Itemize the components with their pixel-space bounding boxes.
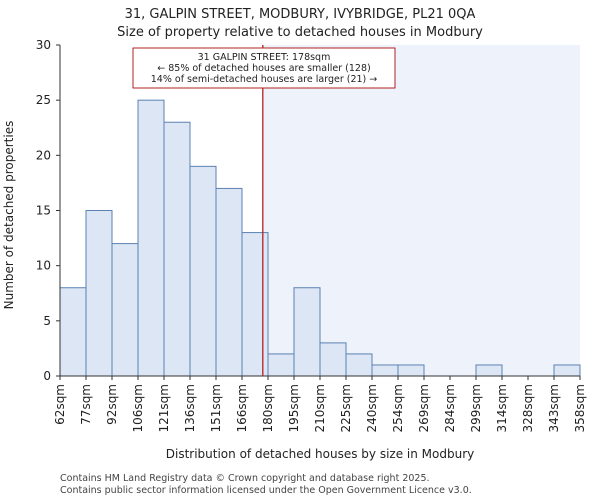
x-tick-label: 328sqm [521,384,535,432]
y-tick-label: 0 [43,369,51,383]
x-tick-label: 284sqm [443,384,457,432]
footer-line-2: Contains public sector information licen… [60,485,472,496]
x-tick-label: 151sqm [209,384,223,432]
bar [371,364,399,377]
x-tick-label: 269sqm [417,384,431,432]
x-tick-label: 180sqm [261,384,275,432]
y-tick-label: 5 [43,314,51,328]
x-tick-label: 254sqm [391,384,405,432]
x-tick-label: 136sqm [183,384,197,432]
x-tick-label: 225sqm [339,384,353,432]
x-tick-label: 77sqm [79,384,93,425]
bar [111,243,139,377]
x-tick-label: 299sqm [469,384,483,432]
x-tick-label: 106sqm [131,384,145,432]
annotation-text: 31 GALPIN STREET: 178sqm [198,52,331,63]
footer-line-1: Contains HM Land Registry data © Crown c… [60,473,430,484]
x-tick-label: 314sqm [495,384,509,432]
plot-area: 0 5 10 15 20 25 30 62sqm 77sqm 92sqm 106sqm 121sqm 1… [36,38,587,432]
bar [475,364,503,377]
y-tick-label: 25 [36,93,51,107]
x-axis-label: Distribution of detached houses by size … [166,447,474,461]
y-tick-label: 15 [36,204,51,218]
annotation-box [132,47,396,89]
annotation-text: ← 85% of detached houses are smaller (12… [157,63,370,74]
x-tick-label: 62sqm [53,384,67,425]
bar [267,353,295,377]
x-tick-label: 358sqm [573,384,587,432]
y-tick-label: 30 [36,38,51,52]
bar [163,121,191,377]
x-tick-label: 121sqm [157,384,171,432]
y-tick-label: 20 [36,148,51,162]
bar [137,99,165,377]
bar [397,364,425,377]
bar [319,342,347,377]
bar [553,364,581,377]
annotation-text: 14% of semi-detached houses are larger (… [151,74,378,85]
bar [189,165,217,377]
bar [293,287,321,377]
chart-subtitle: Size of property relative to detached ho… [117,25,483,40]
bar [215,187,243,377]
y-axis-label: Number of detached properties [2,121,16,310]
chart-title: 31, GALPIN STREET, MODBURY, IVYBRIDGE, P… [125,7,476,22]
x-tick-label: 343sqm [547,384,561,432]
bar [85,210,113,377]
y-tick-label: 10 [36,259,51,273]
x-tick-label: 210sqm [313,384,327,432]
x-tick-label: 92sqm [105,384,119,425]
x-tick-label: 240sqm [365,384,379,432]
x-tick-label: 166sqm [235,384,249,432]
bar [59,287,87,377]
x-tick-label: 195sqm [287,384,301,432]
bar [345,353,373,377]
bar [241,232,269,377]
